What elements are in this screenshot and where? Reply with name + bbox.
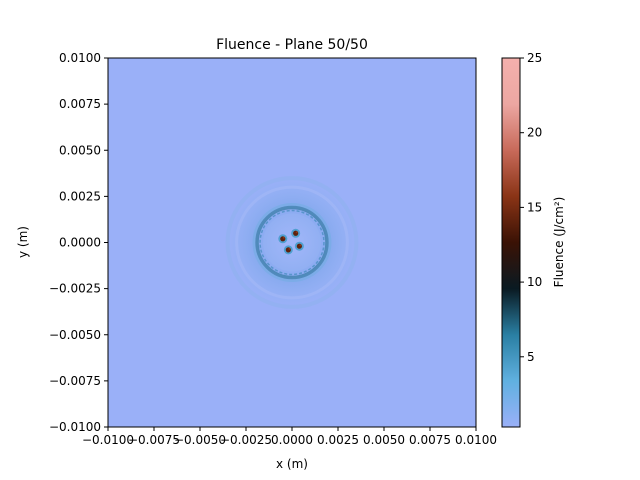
y-tick-label: −0.0100	[49, 420, 101, 434]
hotspot	[293, 230, 299, 236]
y-tick-label: −0.0050	[49, 328, 101, 342]
colorbar-tick-label: 5	[527, 350, 535, 364]
colorbar-label: Fluence (J/cm²)	[552, 197, 566, 288]
hotspot-peak	[299, 244, 302, 247]
faint-ring-inner	[235, 185, 349, 300]
hotspot	[296, 243, 302, 249]
x-tick-label: 0.0000	[271, 433, 313, 447]
heatmap-plot	[107, 57, 477, 428]
x-tick-label: −0.0100	[82, 433, 134, 447]
x-tick-label: 0.0025	[317, 433, 359, 447]
faint-ring	[225, 176, 359, 309]
x-tick-label: 0.0075	[409, 433, 451, 447]
hotspot-peak	[295, 231, 298, 234]
colorbar-tick-label: 10	[527, 275, 542, 289]
colorbar-tick-label: 25	[527, 51, 542, 65]
halo-ring	[221, 172, 363, 313]
x-tick-label: −0.0025	[220, 433, 272, 447]
colorbar-ticks: 5 10 15 20 25	[520, 51, 542, 364]
colorbar-tick-label: 15	[527, 200, 542, 214]
y-axis-label: y (m)	[16, 226, 30, 258]
x-tick-label: 0.0100	[455, 433, 497, 447]
y-tick-label: 0.0075	[59, 97, 101, 111]
y-tick-label: −0.0025	[49, 282, 101, 296]
y-tick-label: 0.0000	[59, 236, 101, 250]
x-axis-label: x (m)	[276, 457, 308, 471]
colorbar-frame	[501, 57, 521, 428]
heatmap-features	[221, 172, 363, 313]
y-tick-label: 0.0050	[59, 143, 101, 157]
chart-title: Fluence - Plane 50/50	[216, 37, 368, 53]
y-tick-label: −0.0075	[49, 374, 101, 388]
y-tick-label: 0.0025	[59, 189, 101, 203]
hotspot	[285, 247, 291, 253]
colorbar: 5 10 15 20 25	[501, 51, 542, 428]
x-tick-label: −0.0050	[174, 433, 226, 447]
colorbar-tick-label: 20	[527, 126, 542, 140]
hotspot	[280, 236, 286, 242]
hotspot-peak	[282, 236, 285, 239]
colorbar-gradient	[502, 58, 520, 427]
y-tick-label: 0.0100	[59, 51, 101, 65]
x-tick-label: −0.0075	[128, 433, 180, 447]
hotspot-peak	[288, 247, 291, 250]
y-axis: 0.0100 0.0075 0.0050 0.0025 0.0000 −0.0025 −0.…	[49, 51, 108, 434]
x-tick-label: 0.0050	[363, 433, 405, 447]
